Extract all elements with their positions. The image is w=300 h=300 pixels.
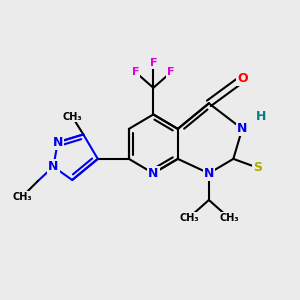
Text: S: S	[253, 161, 262, 174]
Text: CH₃: CH₃	[219, 213, 239, 223]
Text: H: H	[256, 110, 266, 123]
Text: F: F	[150, 58, 157, 68]
Text: O: O	[237, 72, 247, 86]
Text: CH₃: CH₃	[179, 213, 199, 223]
Text: CH₃: CH₃	[12, 192, 32, 202]
Text: N: N	[52, 136, 63, 149]
Text: F: F	[132, 67, 139, 77]
Text: CH₃: CH₃	[62, 112, 82, 122]
Text: F: F	[167, 67, 175, 77]
Text: N: N	[148, 167, 158, 180]
Text: N: N	[48, 160, 58, 173]
Text: N: N	[237, 122, 247, 135]
Text: N: N	[204, 167, 214, 180]
